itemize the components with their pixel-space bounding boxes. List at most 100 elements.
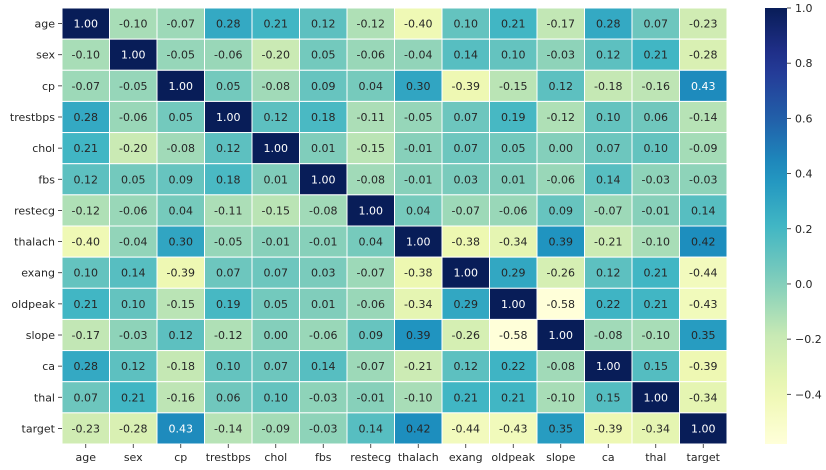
x-tick-label: cp xyxy=(174,451,187,464)
cell-value-label: 0.30 xyxy=(169,236,194,249)
colorbar-gradient xyxy=(765,8,787,444)
heatmap-cell xyxy=(441,225,490,258)
heatmap-cell xyxy=(679,69,728,102)
cell-value-label: 0.05 xyxy=(501,142,526,155)
cell-value-label: 0.19 xyxy=(501,111,526,124)
heatmap-cell xyxy=(394,350,443,383)
heatmap-cell xyxy=(346,350,395,383)
cell-value-label: 0.12 xyxy=(549,80,574,93)
y-tick-label: fbs xyxy=(38,173,55,186)
cell-value-label: -0.15 xyxy=(262,204,290,217)
cell-value-label: -0.01 xyxy=(309,236,337,249)
x-axis-ticks: age sex cp trestbps chol fbs restecg thalach exa… xyxy=(76,444,721,464)
cell-value-label: 0.03 xyxy=(311,267,336,280)
heatmap-cell xyxy=(299,163,348,196)
heatmap-cell xyxy=(679,318,728,352)
colorbar-tick-label: 0.8 xyxy=(795,57,813,70)
cell-value-label: 0.12 xyxy=(264,111,289,124)
cell-value-label: 0.29 xyxy=(501,267,526,280)
heatmap-cell xyxy=(346,194,395,227)
cell-value-label: 1.00 xyxy=(121,49,146,62)
heatmap-cell xyxy=(251,132,300,165)
cell-value-label: 0.07 xyxy=(264,267,289,280)
y-tick-label: thal xyxy=(34,391,55,404)
cell-value-label: -0.10 xyxy=(642,329,670,342)
heatmap-cell xyxy=(251,163,300,196)
x-tick-label: slope xyxy=(546,451,575,464)
cell-value-label: 0.21 xyxy=(454,391,479,404)
heatmap-cell xyxy=(299,256,348,289)
cell-value-label: -0.15 xyxy=(499,80,527,93)
cell-value-label: 0.39 xyxy=(406,329,431,342)
cell-value-label: 0.21 xyxy=(644,49,669,62)
cell-value-label: -0.03 xyxy=(547,49,575,62)
cell-value-label: -0.06 xyxy=(214,49,242,62)
cell-value-label: 0.42 xyxy=(406,422,431,435)
cell-value-label: -0.05 xyxy=(119,80,147,93)
cell-value-label: -0.05 xyxy=(404,111,432,124)
cell-value-label: -0.21 xyxy=(594,236,622,249)
heatmap-cell xyxy=(679,256,728,289)
heatmap-cell xyxy=(584,256,633,289)
heatmap-cell xyxy=(631,100,680,134)
heatmap-cell xyxy=(394,381,443,414)
heatmap-cell xyxy=(679,194,728,227)
heatmap-cell xyxy=(251,100,300,134)
cell-value-label: -0.26 xyxy=(547,267,575,280)
cell-value-label: -0.38 xyxy=(404,267,432,280)
y-tick-label: sex xyxy=(36,49,55,62)
y-tick-label: thalach xyxy=(14,236,55,249)
heatmap-cell xyxy=(394,69,443,102)
cell-value-label: -0.12 xyxy=(547,111,575,124)
cell-value-label: -0.39 xyxy=(689,360,717,373)
cell-value-label: 0.05 xyxy=(169,111,194,124)
cell-value-label: -0.08 xyxy=(357,173,385,186)
heatmap-cell xyxy=(679,132,728,165)
heatmap-cell xyxy=(204,225,253,258)
cell-value-label: 1.00 xyxy=(549,329,574,342)
heatmap-cell xyxy=(584,163,633,196)
heatmap-cell xyxy=(299,287,348,320)
x-tick-label: chol xyxy=(264,451,287,464)
heatmap-cell xyxy=(109,318,158,352)
cell-value-label: -0.58 xyxy=(499,329,527,342)
cell-value-label: -0.14 xyxy=(689,111,717,124)
y-tick-label: exang xyxy=(21,267,55,280)
heatmap-cell xyxy=(299,412,348,445)
cell-value-label: -0.21 xyxy=(404,360,432,373)
heatmap-cell xyxy=(61,287,110,320)
cell-value-label: 0.14 xyxy=(311,360,336,373)
colorbar-tick-label: 1.0 xyxy=(795,2,813,15)
cell-value-label: -0.34 xyxy=(404,298,432,311)
cell-value-label: 0.18 xyxy=(311,111,336,124)
cell-value-label: 0.14 xyxy=(454,49,479,62)
heatmap-cell xyxy=(109,7,158,40)
heatmap-cell xyxy=(204,163,253,196)
cell-value-label: -0.04 xyxy=(119,236,147,249)
cell-value-label: 0.14 xyxy=(596,173,621,186)
cell-value-label: 0.12 xyxy=(121,360,146,373)
heatmap-cells: 1.00 -0.10 -0.07 0.28 0.21 0.12 -0.12 -0.40 0.10… xyxy=(61,7,728,445)
cell-value-label: 0.01 xyxy=(501,173,526,186)
cell-value-label: -0.09 xyxy=(262,422,290,435)
heatmap-cell xyxy=(61,194,110,227)
cell-value-label: 1.00 xyxy=(311,173,336,186)
cell-value-label: 0.21 xyxy=(74,298,99,311)
cell-value-label: -0.26 xyxy=(452,329,480,342)
cell-value-label: 0.14 xyxy=(691,204,716,217)
x-tick-label: oldpeak xyxy=(491,451,535,464)
heatmap-cell xyxy=(631,412,680,445)
heatmap-cell xyxy=(346,100,395,134)
heatmap-cell xyxy=(251,381,300,414)
cell-value-label: -0.16 xyxy=(167,391,195,404)
heatmap-cell xyxy=(536,381,585,414)
y-tick-label: ca xyxy=(42,360,55,373)
heatmap-cell xyxy=(489,318,538,352)
colorbar-tick-label: −0.2 xyxy=(795,333,822,346)
cell-value-label: -0.20 xyxy=(262,49,290,62)
cell-value-label: 0.10 xyxy=(216,360,241,373)
heatmap-cell xyxy=(156,38,205,71)
heatmap-cell xyxy=(61,69,110,102)
heatmap-cell xyxy=(109,287,158,320)
cell-value-label: 0.12 xyxy=(596,267,621,280)
